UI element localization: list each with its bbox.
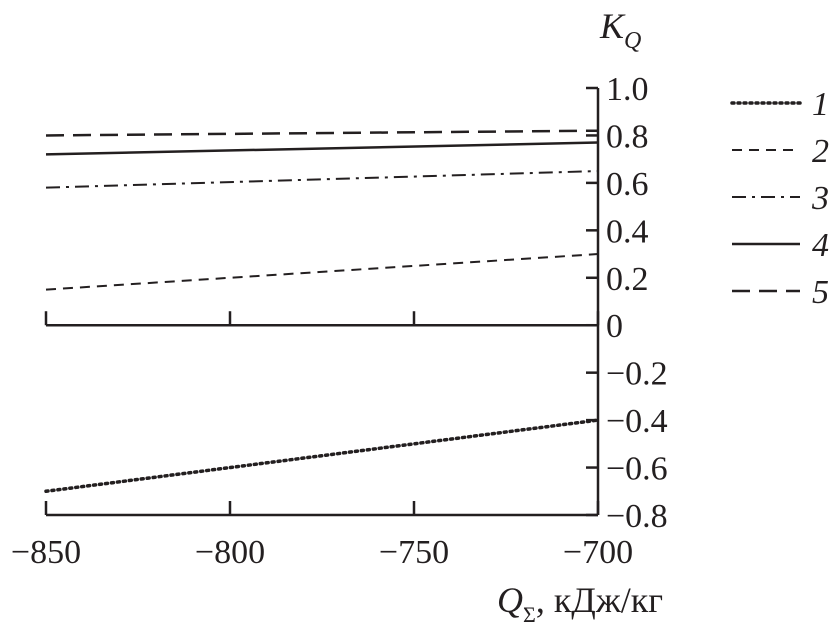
legend-label-4: 4 — [812, 227, 829, 264]
x-tick-label: −700 — [563, 534, 633, 571]
legend-label-5: 5 — [812, 274, 829, 311]
y-tick-label: 0.4 — [606, 213, 649, 250]
y-tick-label: −0.6 — [606, 451, 668, 488]
series-line-1 — [44, 418, 600, 494]
series-line-2 — [45, 253, 599, 291]
x-axis-label: QΣ, кДж/кг — [497, 580, 663, 627]
x-tick-label: −850 — [11, 534, 81, 571]
legend: 1 2 3 4 5 — [730, 86, 829, 311]
y-tick-label: 1.0 — [606, 71, 649, 108]
legend-label-3: 3 — [811, 180, 829, 217]
legend-label-1: 1 — [812, 86, 829, 123]
series-group — [44, 129, 600, 494]
y-tick-label: 0 — [606, 308, 623, 345]
y-tick-label: 0.6 — [606, 166, 649, 203]
y-tick-label: 0.8 — [606, 118, 649, 155]
y-tick-label: 0.2 — [606, 261, 649, 298]
axes: 1.0 0.8 0.6 0.4 0.2 0 −0.2 −0.4 −0.6 −0.8 −850 −800… — [11, 71, 668, 571]
y-tick-label: −0.2 — [606, 356, 668, 393]
series-line-4 — [45, 141, 599, 156]
y-tick-label: −0.8 — [606, 498, 668, 535]
x-tick-label: −800 — [195, 534, 265, 571]
y-tick-label: −0.4 — [606, 403, 668, 440]
series-line-5 — [45, 129, 599, 137]
series-line-3 — [45, 170, 599, 189]
x-tick-label: −750 — [379, 534, 449, 571]
y-axis-label: KQ — [599, 6, 641, 54]
legend-label-2: 2 — [812, 133, 829, 170]
